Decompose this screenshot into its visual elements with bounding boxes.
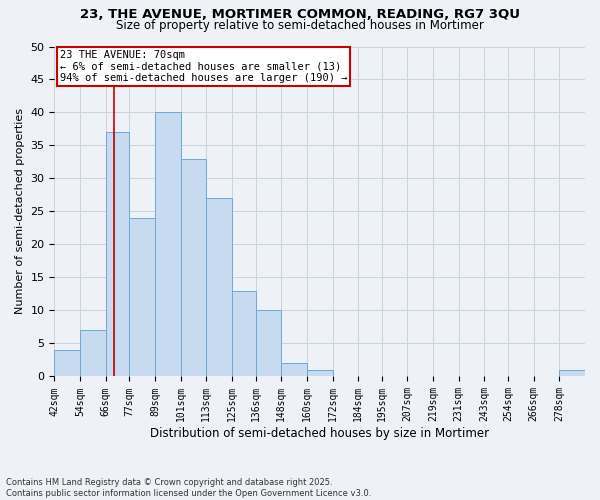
X-axis label: Distribution of semi-detached houses by size in Mortimer: Distribution of semi-detached houses by … [150,427,489,440]
Bar [559,370,585,376]
Text: 23, THE AVENUE, MORTIMER COMMON, READING, RG7 3QU: 23, THE AVENUE, MORTIMER COMMON, READING… [80,8,520,20]
Bar [281,364,307,376]
Y-axis label: Number of semi-detached properties: Number of semi-detached properties [15,108,25,314]
Bar [155,112,181,376]
Text: Contains HM Land Registry data © Crown copyright and database right 2025.
Contai: Contains HM Land Registry data © Crown c… [6,478,371,498]
Bar [181,158,206,376]
Bar [55,350,80,376]
Bar [106,132,115,376]
Bar [256,310,281,376]
Text: 23 THE AVENUE: 70sqm
← 6% of semi-detached houses are smaller (13)
94% of semi-d: 23 THE AVENUE: 70sqm ← 6% of semi-detach… [60,50,347,83]
Bar [206,198,232,376]
Bar [129,218,155,376]
Text: Size of property relative to semi-detached houses in Mortimer: Size of property relative to semi-detach… [116,18,484,32]
Bar [232,290,256,376]
Bar [307,370,332,376]
Bar [115,132,129,376]
Bar [80,330,106,376]
